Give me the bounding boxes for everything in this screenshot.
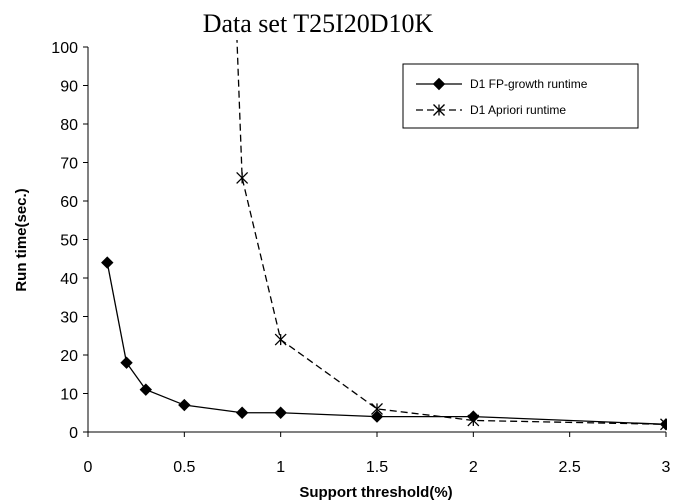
plot-area: 0 10 20 30 40 50 60 70 80 90 100 0 0.5 1 1.5 2 2.5 3: [51, 40, 671, 476]
legend-box: [402, 63, 639, 129]
x-tick-label: 2: [469, 459, 478, 476]
legend: D1 FP-growth runtime D1 Apriori runtime: [402, 63, 639, 129]
legend-items: D1 FP-growth runtime D1 Apriori runtime: [416, 77, 588, 117]
data-point: [660, 418, 667, 431]
y-tick-label: 0: [69, 425, 78, 442]
y-tick-label: 40: [60, 271, 78, 288]
x-tick-label: 0.5: [173, 459, 195, 476]
data-point: [139, 383, 153, 396]
series-1: [236, 40, 667, 431]
x-tick-label: 2.5: [559, 459, 581, 476]
series-0: [101, 256, 667, 431]
x-ticks: 0 0.5 1 1.5 2 2.5 3: [84, 432, 671, 476]
y-ticks: 0 10 20 30 40 50 60 70 80 90 100: [51, 40, 88, 442]
legend-item: D1 FP-growth runtime: [416, 77, 588, 91]
x-tick-label: 1: [276, 459, 285, 476]
data-point: [120, 356, 133, 369]
x-tick-label: 0: [84, 459, 93, 476]
legend-marker: [432, 77, 446, 91]
data-point: [371, 402, 383, 415]
legend-label: D1 Apriori runtime: [470, 103, 566, 117]
legend-label: D1 FP-growth runtime: [470, 77, 588, 91]
data-point: [370, 410, 384, 423]
data-point: [467, 414, 480, 427]
chart-title: Data set T25I20D10K: [203, 9, 434, 38]
data-point: [274, 406, 287, 419]
y-tick-label: 90: [60, 79, 78, 96]
legend-marker: [433, 104, 445, 116]
data-point: [101, 256, 114, 269]
x-tick-label: 3: [662, 459, 671, 476]
data-point: [235, 406, 249, 419]
data-point: [236, 171, 249, 184]
y-tick-label: 10: [60, 387, 78, 404]
y-tick-label: 30: [60, 310, 78, 327]
data-point: [178, 398, 191, 412]
y-tick-label: 60: [60, 194, 78, 211]
series-line: [106, 262, 667, 425]
series-line: [236, 40, 667, 425]
data-point: [274, 333, 287, 346]
series-layer: [101, 40, 667, 431]
y-tick-label: 70: [60, 156, 78, 173]
y-tick-label: 20: [60, 348, 78, 365]
legend-item: D1 Apriori runtime: [416, 103, 566, 117]
x-tick-label: 1.5: [366, 459, 388, 476]
y-tick-label: 100: [51, 40, 78, 57]
y-tick-label: 80: [60, 117, 78, 134]
x-axis-label: Support threshold(%): [299, 484, 452, 501]
y-tick-label: 50: [60, 233, 78, 250]
y-axis-label: Run time(sec.): [13, 188, 30, 291]
